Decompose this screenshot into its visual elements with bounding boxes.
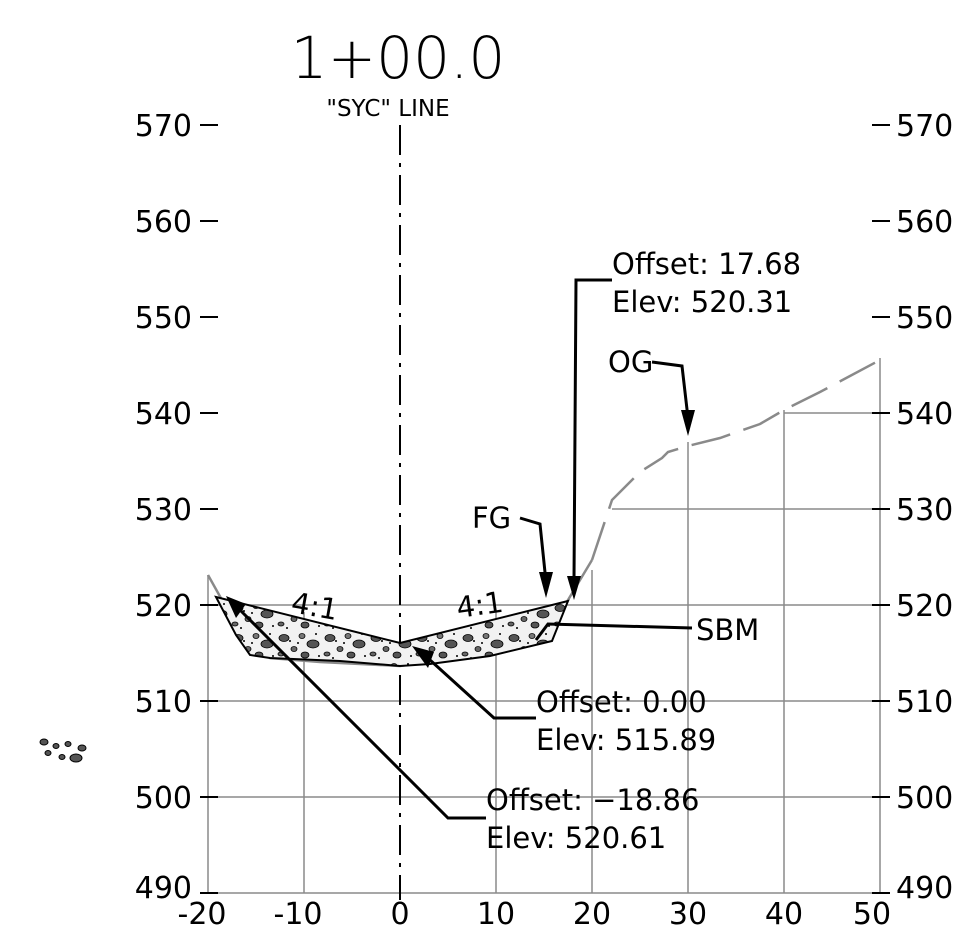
y-tick-label: 550 [135,301,192,336]
x-tick-label: 10 [477,897,515,932]
offset-label-center: Offset: 0.00 [536,685,707,719]
y-tick-label: 530 [896,493,953,528]
original-ground-dashed [590,358,881,561]
y-tick-labels-right: 570 560 550 540 530 520 510 500 490 [896,109,953,906]
alignment-label: "SYC" LINE [326,96,449,122]
rock-fill-area [214,595,570,668]
og-label: OG [608,345,653,379]
y-tick-label: 510 [135,685,192,720]
y-tick-label: 530 [135,493,192,528]
y-tick-label: 500 [135,781,192,816]
grid-vertical [207,358,881,893]
axis-ticks [200,124,890,894]
y-tick-label: 550 [896,301,953,336]
station-title: 1+00.0 [291,24,506,92]
offset-label-top-right: Offset: 17.68 [612,247,801,281]
y-tick-label: 520 [135,589,192,624]
y-tick-label: 500 [896,781,953,816]
y-tick-label: 510 [896,685,953,720]
y-tick-label: 490 [135,871,192,906]
slope-label-right: 4:1 [454,585,505,625]
x-tick-label: -20 [178,897,227,932]
sbm-label: SBM [696,613,759,647]
y-tick-labels-left: 570 560 550 540 530 520 510 500 490 [135,109,192,906]
rock-fill-swatch-icon [39,738,87,763]
y-tick-label: 560 [896,205,953,240]
x-tick-labels: -20 -10 0 10 20 30 40 50 [178,897,892,932]
leaders [238,278,693,820]
grid-horizontal [208,412,880,894]
y-tick-label: 540 [135,397,192,432]
y-tick-label: 570 [135,109,192,144]
elev-label-top-right: Elev: 520.31 [612,285,792,319]
y-tick-label: 490 [896,871,953,906]
x-tick-label: 0 [390,897,409,932]
x-tick-label: 50 [853,897,891,932]
y-tick-label: 560 [135,205,192,240]
elev-label-left: Elev: 520.61 [486,821,666,855]
x-tick-label: -10 [274,897,323,932]
y-tick-label: 570 [896,109,953,144]
slope-label-left: 4:1 [289,585,341,627]
x-tick-label: 40 [765,897,803,932]
fg-label: FG [472,501,511,535]
arrowheads [226,410,695,668]
y-tick-label: 520 [896,589,953,624]
offset-label-left: Offset: −18.86 [486,783,699,817]
x-tick-label: 30 [669,897,707,932]
x-tick-label: 20 [573,897,611,932]
elev-label-center: Elev: 515.89 [536,723,716,757]
y-tick-label: 540 [896,397,953,432]
